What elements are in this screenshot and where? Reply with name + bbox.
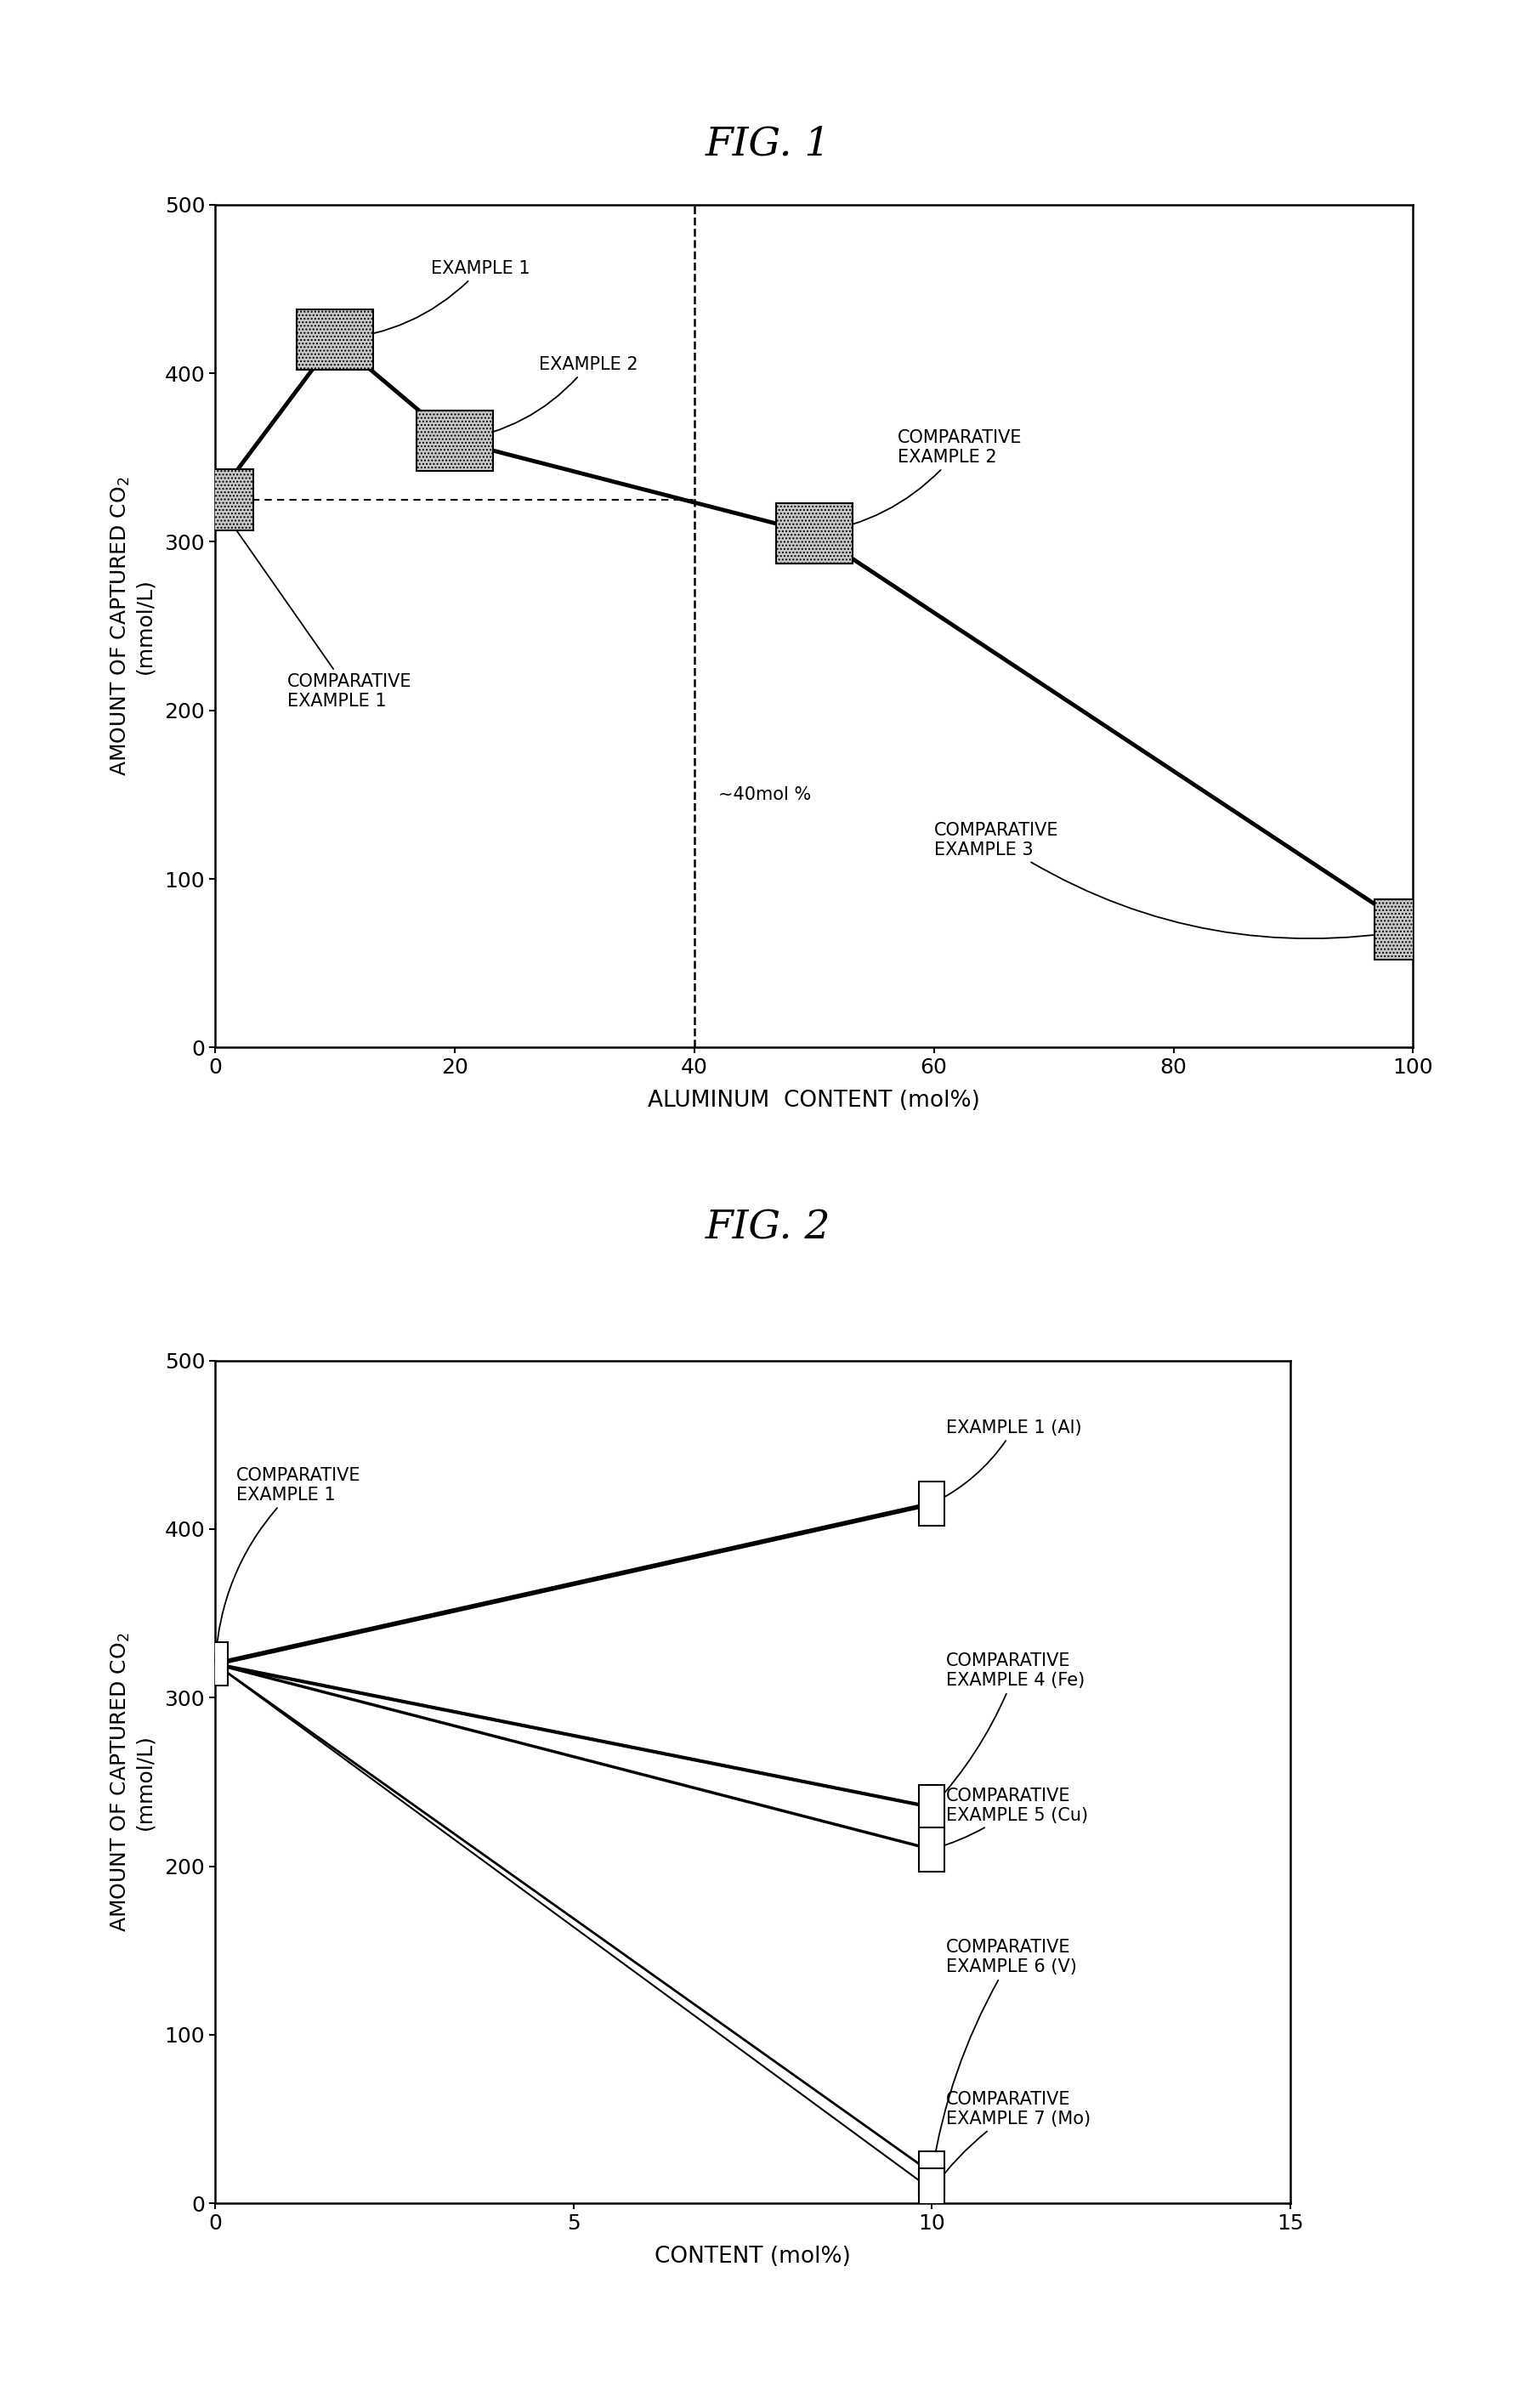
FancyBboxPatch shape <box>919 2167 945 2211</box>
Y-axis label: AMOUNT OF CAPTURED CO$_2$
(mmol/L): AMOUNT OF CAPTURED CO$_2$ (mmol/L) <box>109 1633 155 1931</box>
FancyBboxPatch shape <box>919 1828 945 1871</box>
FancyBboxPatch shape <box>416 409 493 472</box>
FancyBboxPatch shape <box>919 1481 945 1527</box>
FancyBboxPatch shape <box>1375 898 1452 961</box>
Text: COMPARATIVE
EXAMPLE 6 (V): COMPARATIVE EXAMPLE 6 (V) <box>932 1938 1077 2170</box>
FancyBboxPatch shape <box>177 470 253 530</box>
Text: COMPARATIVE
EXAMPLE 1: COMPARATIVE EXAMPLE 1 <box>215 1466 361 1662</box>
FancyBboxPatch shape <box>776 503 852 563</box>
Text: EXAMPLE 1: EXAMPLE 1 <box>338 260 530 340</box>
Text: COMPARATIVE
EXAMPLE 7 (Mo): COMPARATIVE EXAMPLE 7 (Mo) <box>934 2090 1091 2189</box>
Text: COMPARATIVE
EXAMPLE 3: COMPARATIVE EXAMPLE 3 <box>934 821 1410 939</box>
FancyBboxPatch shape <box>919 2150 945 2196</box>
Text: EXAMPLE 2: EXAMPLE 2 <box>458 356 637 441</box>
Text: EXAMPLE 1 (Al): EXAMPLE 1 (Al) <box>934 1418 1081 1503</box>
FancyBboxPatch shape <box>296 308 373 371</box>
Text: COMPARATIVE
EXAMPLE 1: COMPARATIVE EXAMPLE 1 <box>217 501 412 710</box>
FancyBboxPatch shape <box>203 1642 227 1686</box>
Text: COMPARATIVE
EXAMPLE 5 (Cu): COMPARATIVE EXAMPLE 5 (Cu) <box>934 1787 1087 1849</box>
Text: COMPARATIVE
EXAMPLE 4 (Fe): COMPARATIVE EXAMPLE 4 (Fe) <box>934 1652 1084 1806</box>
X-axis label: ALUMINUM  CONTENT (mol%): ALUMINUM CONTENT (mol%) <box>648 1091 980 1112</box>
X-axis label: CONTENT (mol%): CONTENT (mol%) <box>654 2247 851 2268</box>
Text: FIG. 2: FIG. 2 <box>705 1209 831 1247</box>
FancyBboxPatch shape <box>919 1784 945 1830</box>
Text: ~40mol %: ~40mol % <box>719 785 811 804</box>
Text: FIG. 1: FIG. 1 <box>705 125 831 164</box>
Y-axis label: AMOUNT OF CAPTURED CO$_2$
(mmol/L): AMOUNT OF CAPTURED CO$_2$ (mmol/L) <box>109 477 155 775</box>
Text: COMPARATIVE
EXAMPLE 2: COMPARATIVE EXAMPLE 2 <box>817 429 1023 532</box>
